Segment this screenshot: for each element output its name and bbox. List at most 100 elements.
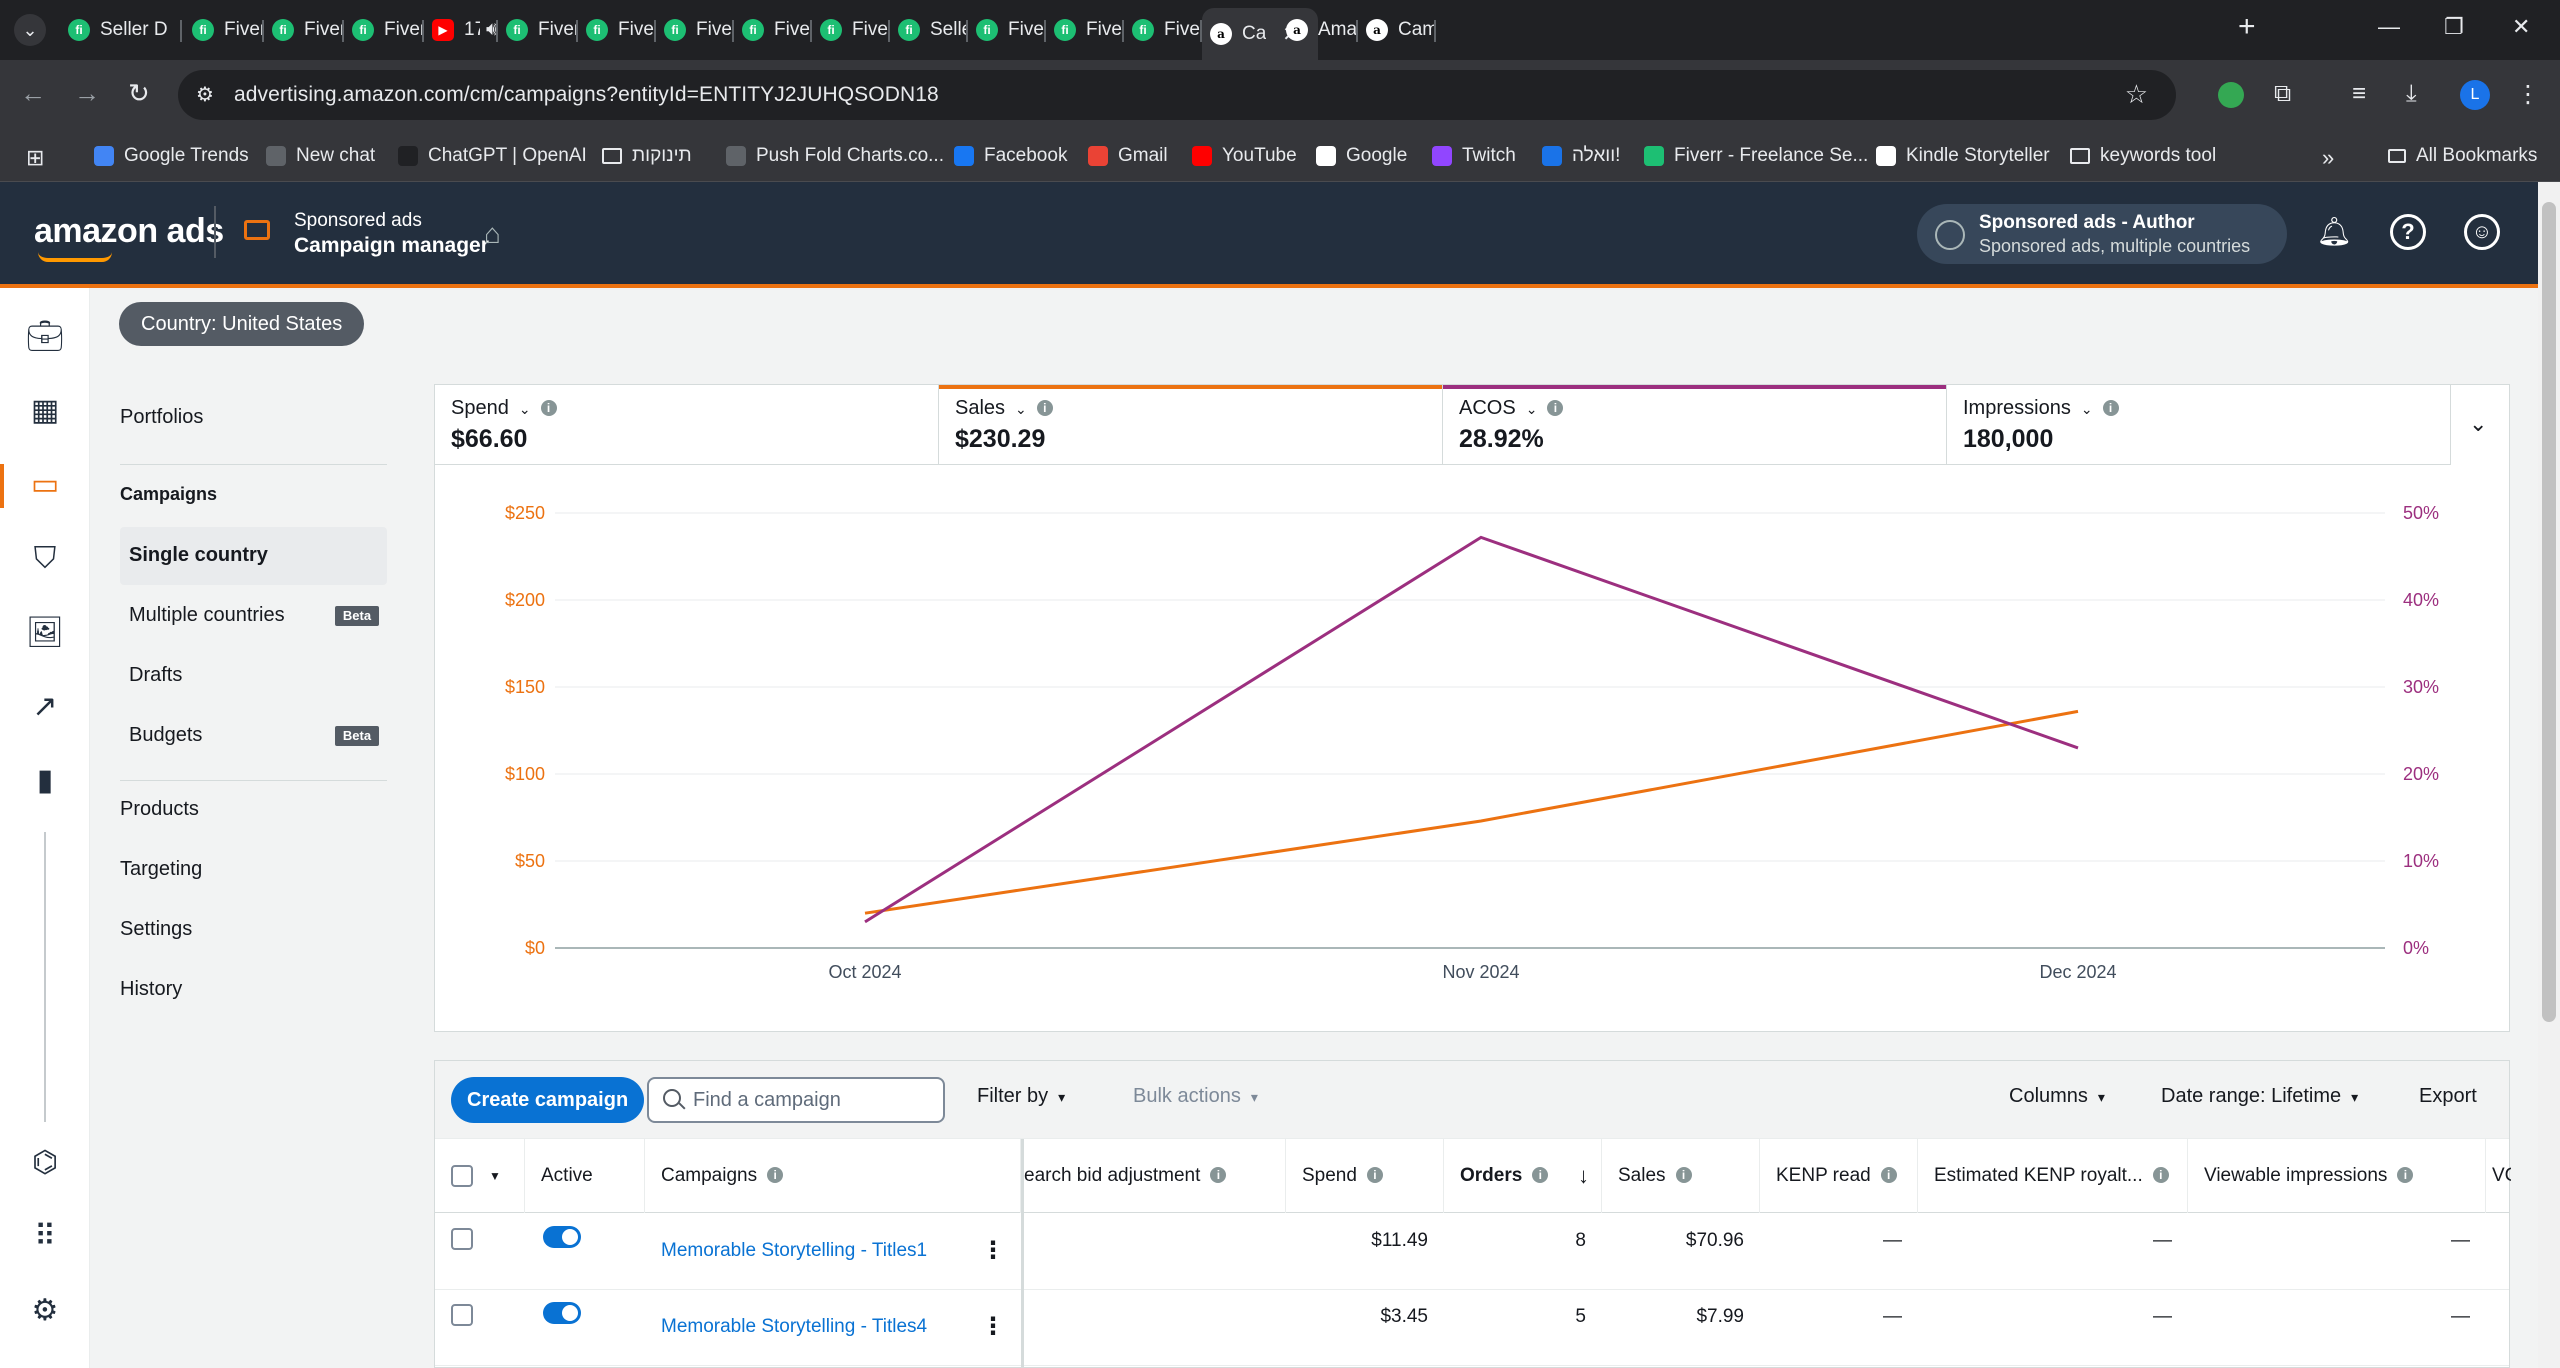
bulk-actions-dropdown[interactable]: Bulk actions ▾ xyxy=(1133,1085,1258,1108)
extension-green-icon[interactable] xyxy=(2218,82,2244,108)
browser-tab[interactable]: ▶ 17) 🔊︎ xyxy=(424,8,498,52)
settings-gear-icon[interactable]: ⚙ xyxy=(31,1294,59,1327)
trend-line-icon[interactable]: ↗ xyxy=(32,690,58,723)
bookmark-item[interactable]: keywords tool xyxy=(2070,145,2216,167)
scrollbar-thumb[interactable] xyxy=(2542,202,2556,1022)
campaign-search-box[interactable] xyxy=(647,1077,945,1123)
bookmark-item[interactable]: וואלה! xyxy=(1542,145,1620,167)
col-next-truncated[interactable]: VC xyxy=(2492,1165,2511,1186)
col-active[interactable]: Active xyxy=(525,1139,645,1213)
subnav-multiple-countries[interactable]: Multiple countries xyxy=(129,604,285,626)
browser-tab[interactable]: fi Fiverr / xyxy=(578,8,656,52)
frozen-column-divider[interactable] xyxy=(1021,1139,1024,1368)
back-arrow-icon[interactable]: ← xyxy=(20,78,46,108)
browser-tab[interactable]: fi Fiverr / xyxy=(264,8,344,52)
bookmark-item[interactable]: Kindle Storyteller xyxy=(1876,145,2050,167)
audio-playing-icon[interactable]: 🔊︎ xyxy=(486,19,498,40)
browser-tab[interactable]: a Amazo xyxy=(1278,8,1358,52)
col-spend[interactable]: Spend i xyxy=(1286,1139,1444,1213)
apps-grid-icon[interactable]: ⠿ xyxy=(34,1220,56,1253)
user-account-icon[interactable]: ☺ xyxy=(2464,214,2500,250)
select-all-checkbox[interactable] xyxy=(451,1165,473,1187)
browser-tab[interactable]: fi Seller D xyxy=(60,8,182,52)
subnav-drafts[interactable]: Drafts xyxy=(129,664,183,686)
campaign-name-link[interactable]: Memorable Storytelling - Titles4 xyxy=(661,1316,928,1337)
browser-tab[interactable]: fi Fiverr / xyxy=(1124,8,1202,52)
bookmark-star-icon[interactable]: ☆ xyxy=(2124,79,2148,109)
subnav-targeting[interactable]: Targeting xyxy=(120,858,203,880)
metric-tile-impressions[interactable]: Impressions ⌄ i 180,000 xyxy=(1947,385,2451,465)
metric-name[interactable]: Impressions ⌄ i xyxy=(1963,397,2119,420)
new-tab-plus-icon[interactable]: + xyxy=(2238,10,2256,43)
columns-dropdown[interactable]: Columns ▾ xyxy=(2009,1085,2105,1108)
campaign-search-input[interactable] xyxy=(693,1087,933,1113)
metric-name[interactable]: ACOS ⌄ i xyxy=(1459,397,1564,420)
info-icon[interactable]: i xyxy=(1210,1167,1227,1183)
browser-tab[interactable]: fi Fiverr / xyxy=(184,8,264,52)
more-bookmarks-chevron-icon[interactable]: » xyxy=(2322,145,2335,170)
campaigns-wallet-icon[interactable]: ▭ xyxy=(30,468,60,501)
col-orders[interactable]: Orders i ↓ xyxy=(1444,1139,1602,1213)
subnav-products[interactable]: Products xyxy=(120,798,199,820)
info-icon[interactable]: i xyxy=(540,400,557,416)
profile-avatar[interactable]: L xyxy=(2460,80,2490,110)
help-icon[interactable]: ? xyxy=(2390,214,2426,250)
browser-tab[interactable]: fi Fiverr / xyxy=(1046,8,1124,52)
chevron-down-icon[interactable]: ⌄ xyxy=(518,401,531,417)
amazon-ads-logo[interactable]: amazon ads xyxy=(34,212,224,250)
browser-tab[interactable]: fi Fiverr / xyxy=(498,8,578,52)
col-kenp-read[interactable]: KENP read i xyxy=(1760,1139,1918,1213)
close-window-icon[interactable]: ✕ xyxy=(2512,14,2531,39)
expand-chevron-icon[interactable]: ⌄ xyxy=(2469,411,2488,436)
date-range-dropdown[interactable]: Date range: Lifetime ▾ xyxy=(2161,1085,2358,1108)
media-queue-icon[interactable]: ≡ xyxy=(2352,80,2367,107)
home-icon[interactable]: ⌂ xyxy=(484,218,501,249)
active-toggle[interactable] xyxy=(543,1302,581,1324)
reload-icon[interactable]: ↻ xyxy=(128,78,150,108)
restore-icon[interactable]: ❐ xyxy=(2444,14,2464,39)
metric-name[interactable]: Sales ⌄ i xyxy=(955,397,1053,420)
address-bar[interactable]: ⚙ advertising.amazon.com/cm/campaigns?en… xyxy=(178,70,2176,120)
create-campaign-button[interactable]: Create campaign xyxy=(451,1077,645,1123)
media-gallery-icon[interactable]: 🖼︎ xyxy=(25,616,65,649)
metric-tile-spend[interactable]: Spend ⌄ i $66.60 xyxy=(435,385,939,465)
bookmark-item[interactable]: Google Trends xyxy=(94,145,249,167)
col-sales[interactable]: Sales i xyxy=(1602,1139,1760,1213)
metric-tile-sales[interactable]: Sales ⌄ i $230.29 xyxy=(939,385,1443,465)
select-menu-chevron-icon[interactable]: ▼ xyxy=(489,1169,501,1183)
info-icon[interactable]: i xyxy=(1547,400,1564,416)
bookmark-item[interactable]: ChatGPT | OpenAI xyxy=(398,145,587,167)
subnav-settings[interactable]: Settings xyxy=(120,918,193,940)
info-icon[interactable]: i xyxy=(2152,1167,2169,1183)
browser-tab[interactable]: fi Seller D xyxy=(890,8,968,52)
info-icon[interactable]: i xyxy=(767,1167,784,1183)
minimize-icon[interactable]: — xyxy=(2378,14,2400,39)
subnav-portfolios[interactable]: Portfolios xyxy=(120,406,204,428)
browser-tab[interactable]: fi Fiverr / xyxy=(344,8,424,52)
subnav-single-country[interactable]: Single country xyxy=(129,544,268,566)
row-actions-kebab-icon[interactable]: ⋮ xyxy=(981,1313,1005,1340)
chevron-down-icon[interactable]: ⌄ xyxy=(1525,401,1538,417)
browser-tab[interactable]: fi Fiverr / xyxy=(734,8,812,52)
bookmark-item[interactable]: תינוקות xyxy=(602,145,692,167)
info-icon[interactable]: i xyxy=(2102,400,2119,416)
metric-tile-acos[interactable]: ACOS ⌄ i 28.92% xyxy=(1443,385,1947,465)
browser-tab[interactable]: a Campa xyxy=(1358,8,1436,52)
tab-search-chevron-icon[interactable]: ⌄ xyxy=(14,14,46,46)
page-scrollbar[interactable] xyxy=(2538,182,2560,1368)
filter-by-dropdown[interactable]: Filter by ▾ xyxy=(977,1085,1065,1108)
col-viewable-impressions[interactable]: Viewable impressions i xyxy=(2188,1139,2486,1213)
bookmark-item[interactable]: New chat xyxy=(266,145,375,167)
info-icon[interactable]: i xyxy=(2397,1167,2414,1183)
active-toggle[interactable] xyxy=(543,1226,581,1248)
row-checkbox[interactable] xyxy=(451,1228,473,1250)
forward-arrow-icon[interactable]: → xyxy=(74,78,100,108)
bookmark-item[interactable]: Fiverr - Freelance Se... xyxy=(1644,145,1868,167)
chevron-down-icon[interactable]: ⌄ xyxy=(1015,401,1027,417)
chevron-down-icon[interactable]: ⌄ xyxy=(2080,401,2093,417)
extensions-puzzle-icon[interactable]: ⧉ xyxy=(2274,80,2292,107)
campaign-name-link[interactable]: Memorable Storytelling - Titles1 xyxy=(661,1240,928,1261)
info-icon[interactable]: i xyxy=(1366,1167,1383,1183)
info-icon[interactable]: i xyxy=(1880,1167,1897,1183)
row-actions-kebab-icon[interactable]: ⋮ xyxy=(981,1237,1005,1264)
